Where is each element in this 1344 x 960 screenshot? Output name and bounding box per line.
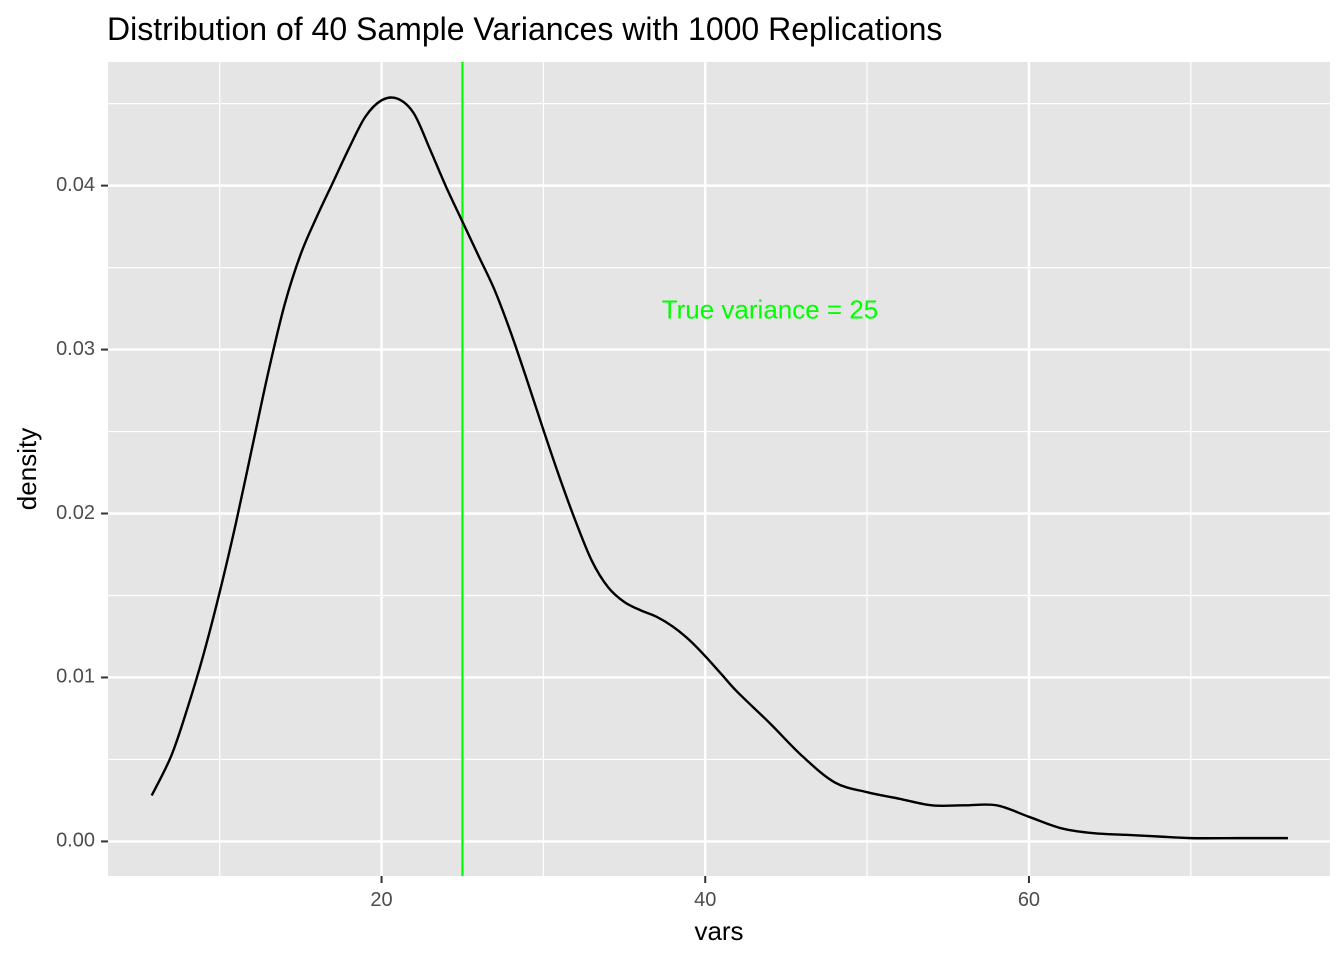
annotation-group: True variance = 25 (662, 295, 879, 325)
minor-gridlines (108, 62, 1330, 876)
x-axis: 20 40 60 (370, 876, 1040, 911)
density-curve (150, 96, 1288, 840)
y-axis: 0.00 0.01 0.02 0.03 0.04 (56, 174, 108, 852)
chart-title: Distribution of 40 Sample Variances with… (107, 11, 942, 47)
x-tick-label: 40 (694, 889, 716, 911)
y-tick-label: 0.00 (56, 830, 95, 852)
x-tick-label: 60 (1018, 889, 1040, 911)
major-gridlines (108, 62, 1330, 876)
x-axis-title: vars (694, 916, 743, 946)
y-tick-label: 0.03 (56, 338, 95, 360)
plot-panel (108, 62, 1330, 876)
y-axis-title: density (12, 428, 42, 510)
series-group (150, 96, 1288, 840)
x-tick-label: 20 (370, 889, 392, 911)
true-variance-label: True variance = 25 (662, 295, 879, 325)
y-tick-label: 0.04 (56, 174, 95, 196)
y-tick-label: 0.01 (56, 666, 95, 688)
y-tick-label: 0.02 (56, 502, 95, 524)
